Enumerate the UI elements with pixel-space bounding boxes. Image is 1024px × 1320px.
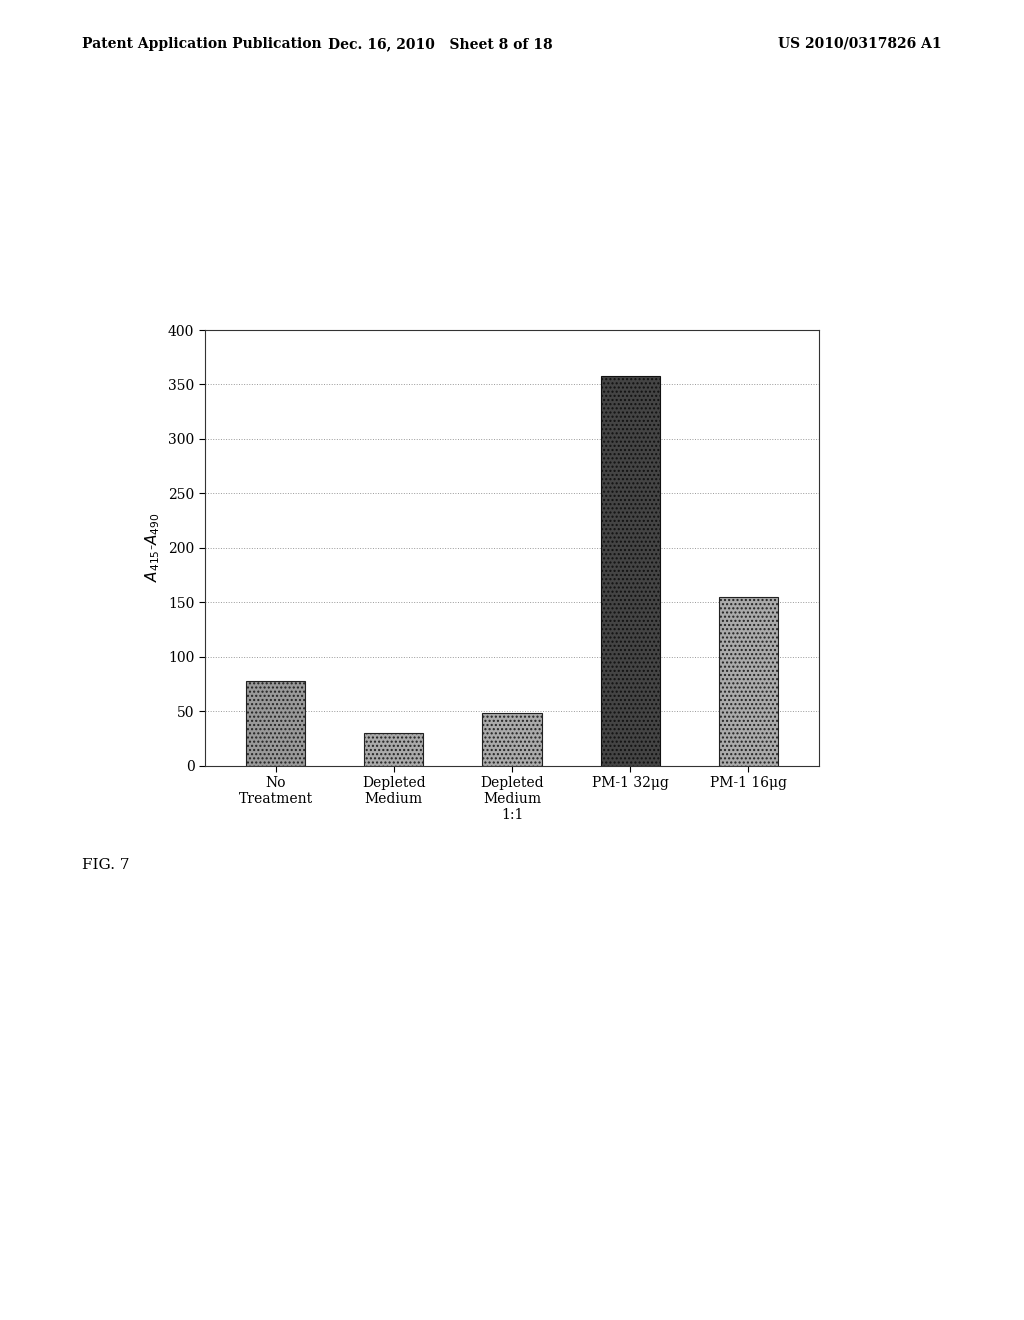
Bar (246, 681, 305, 766)
Text: Patent Application Publication: Patent Application Publication (82, 37, 322, 51)
Bar (719, 597, 778, 766)
Y-axis label: $A_{415}$-$A_{490}$: $A_{415}$-$A_{490}$ (143, 513, 163, 582)
Text: Dec. 16, 2010   Sheet 8 of 18: Dec. 16, 2010 Sheet 8 of 18 (328, 37, 553, 51)
Text: US 2010/0317826 A1: US 2010/0317826 A1 (778, 37, 942, 51)
Text: FIG. 7: FIG. 7 (82, 858, 129, 873)
Bar (601, 376, 659, 766)
Bar (482, 713, 542, 766)
Bar (365, 733, 423, 766)
